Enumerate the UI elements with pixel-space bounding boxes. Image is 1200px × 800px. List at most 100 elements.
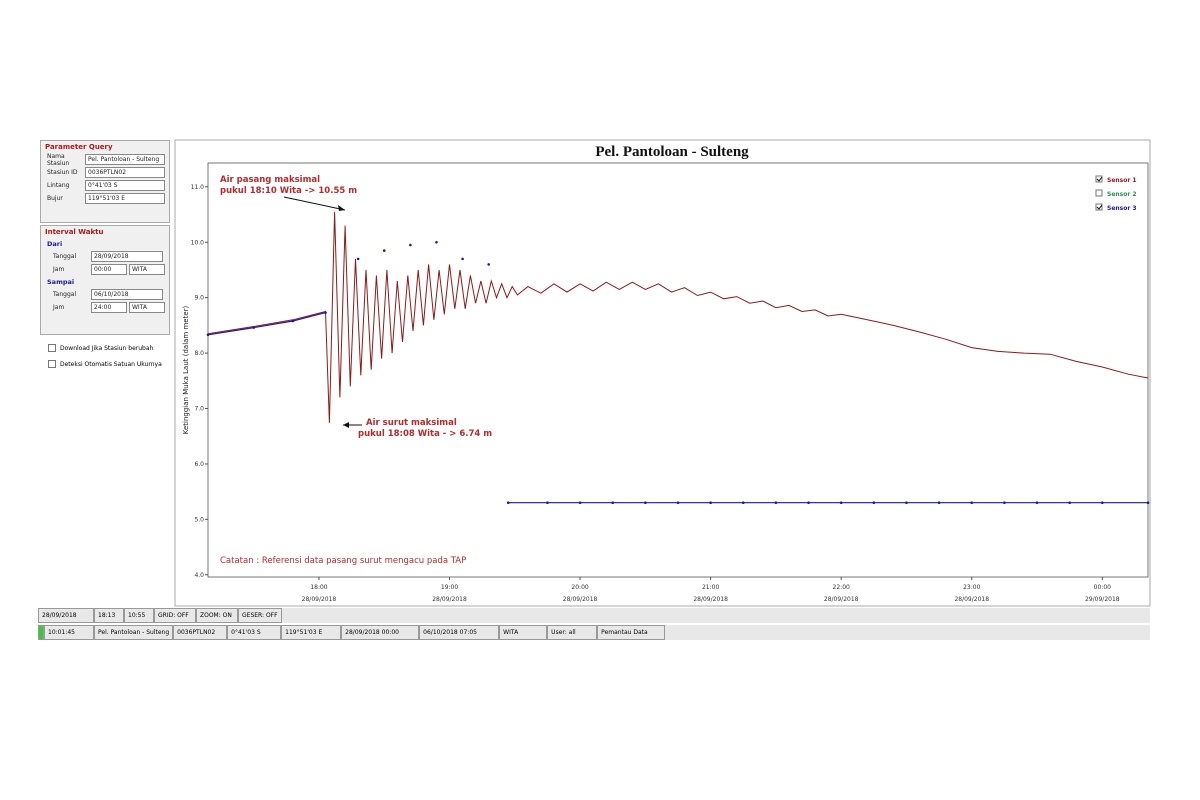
section-title: Dari [47, 240, 63, 248]
label: Tanggal [53, 291, 77, 298]
point [1003, 501, 1006, 505]
row: Jam 00:00 WITA [41, 263, 169, 276]
point [252, 326, 255, 329]
y-tick-label: 7.0 [194, 406, 204, 413]
section-title: Sampai [47, 278, 75, 286]
status-cell: 28/09/2018 [38, 608, 94, 623]
legend-checkbox[interactable] [1095, 203, 1103, 211]
point [1035, 501, 1039, 505]
time-input[interactable]: 00:00 [91, 264, 127, 275]
y-axis-label: Ketinggian Muka Laut (dalam meter) [182, 305, 190, 434]
chart-window [174, 139, 1151, 607]
field-input[interactable]: 0036PTLN02 [85, 167, 165, 178]
point [409, 243, 412, 247]
status-cell: 06/10/2018 07:05 [419, 625, 500, 640]
point [356, 257, 360, 261]
status-cell: User: all [547, 625, 598, 640]
arrowhead [343, 422, 349, 428]
check [1096, 204, 1103, 210]
point [774, 501, 778, 505]
legend-checkbox[interactable] [1095, 175, 1103, 183]
point [937, 501, 941, 505]
field-row: Bujur 119°51'03 E [41, 192, 169, 205]
field-label: Lintang [47, 182, 70, 189]
point [506, 501, 510, 505]
status-cell: 0°41'03 S [227, 625, 282, 640]
point [676, 501, 680, 505]
y-tick-label: 8.0 [194, 350, 204, 357]
point [546, 501, 549, 505]
option[interactable]: Deteksi Otomatis Satuan Ukurnya [48, 360, 162, 368]
status-cell: 10:01:45 [44, 625, 94, 640]
field-input[interactable]: 0°41'03 S [85, 180, 165, 191]
status-cell: 119°51'03 E [281, 625, 342, 640]
point [578, 501, 582, 505]
y-tick-label: 10.0 [191, 239, 205, 246]
point [1068, 501, 1071, 505]
field-row: Stasiun ID 0036PTLN02 [41, 166, 169, 179]
legend-label: Sensor 2 [1107, 191, 1137, 198]
row: Tanggal 06/10/2018 [41, 288, 169, 301]
date-input[interactable]: 28/09/2018 [91, 251, 163, 262]
label: Tanggal [53, 253, 77, 260]
annotation: pukul 18:10 Wita -> 10.55 m [220, 186, 357, 196]
field-label: Stasiun ID [47, 169, 78, 176]
chart-title: Pel. Pantoloan - Sulteng [595, 144, 749, 160]
x-tick-date: 28/09/2018 [432, 596, 467, 603]
check [1096, 176, 1103, 182]
point [839, 501, 843, 505]
legend-label: Sensor 3 [1107, 205, 1137, 212]
fields: Nama Stasiun Pel. Pantoloan - Sulteng Stas… [41, 153, 169, 205]
x-tick-date: 29/09/2018 [1085, 596, 1120, 603]
zone-select[interactable]: WITA [129, 302, 165, 313]
status-cell: WITA [499, 625, 548, 640]
x-tick-label: 19:00 [441, 584, 458, 591]
y-tick-label: 6.0 [194, 461, 204, 468]
time-input[interactable]: 24:00 [91, 302, 127, 313]
checkbox[interactable] [48, 360, 56, 368]
status-bar: 10:01:45 Pel. Pantoloan - Sulteng 0036PTLN… [38, 625, 1150, 640]
status-bar: 28/09/2018 18:13 10:55 GRID: OFF ZOOM: ON GES… [38, 608, 1150, 623]
legend-label: Sensor 1 [1107, 177, 1137, 184]
field-label: Nama Stasiun [47, 152, 70, 167]
point [709, 501, 712, 505]
row: Tanggal 28/09/2018 [41, 250, 169, 263]
annotation: pukul 18:08 Wita - > 6.74 m [358, 429, 492, 439]
date-input[interactable]: 06/10/2018 [91, 289, 163, 300]
status-cell: Pemantau Data [597, 625, 666, 640]
option-label: Download Jika Stasiun berubah [60, 344, 154, 352]
legend-checkbox[interactable] [1095, 189, 1103, 197]
plot-frame [207, 162, 1149, 578]
x-tick-label: 22:00 [833, 584, 850, 591]
series-line [207, 211, 1149, 423]
x-tick-date: 28/09/2018 [302, 596, 337, 603]
panel-title: Parameter Query [45, 143, 113, 151]
point [461, 257, 464, 261]
status-cell: GRID: OFF [154, 608, 196, 623]
x-tick-date: 28/09/2018 [563, 596, 598, 603]
x-tick-label: 23:00 [963, 584, 980, 591]
status-cell: 18:13 [94, 608, 124, 623]
field-label: Bujur [47, 195, 63, 202]
point [435, 240, 438, 244]
x-tick-date: 28/09/2018 [824, 596, 859, 603]
point [382, 249, 386, 252]
checkbox[interactable] [48, 344, 56, 352]
x-tick-label: 20:00 [571, 584, 588, 591]
query-panel: Parameter Query Nama Stasiun Pel. Pantolo… [40, 140, 170, 223]
arrowhead [338, 205, 345, 211]
point [807, 501, 810, 505]
panel-title: Interval Waktu [45, 228, 104, 236]
field-row: Lintang 0°41'03 S [41, 179, 169, 192]
x-tick-date: 28/09/2018 [954, 596, 989, 603]
point [644, 501, 647, 505]
x-tick-label: 18:00 [310, 584, 327, 591]
zone-select[interactable]: WITA [129, 264, 165, 275]
point [611, 501, 615, 505]
point [741, 501, 745, 505]
field-input[interactable]: Pel. Pantoloan - Sulteng [85, 154, 165, 165]
field-input[interactable]: 119°51'03 E [85, 193, 165, 204]
option[interactable]: Download Jika Stasiun berubah [48, 344, 153, 352]
point [970, 501, 974, 505]
